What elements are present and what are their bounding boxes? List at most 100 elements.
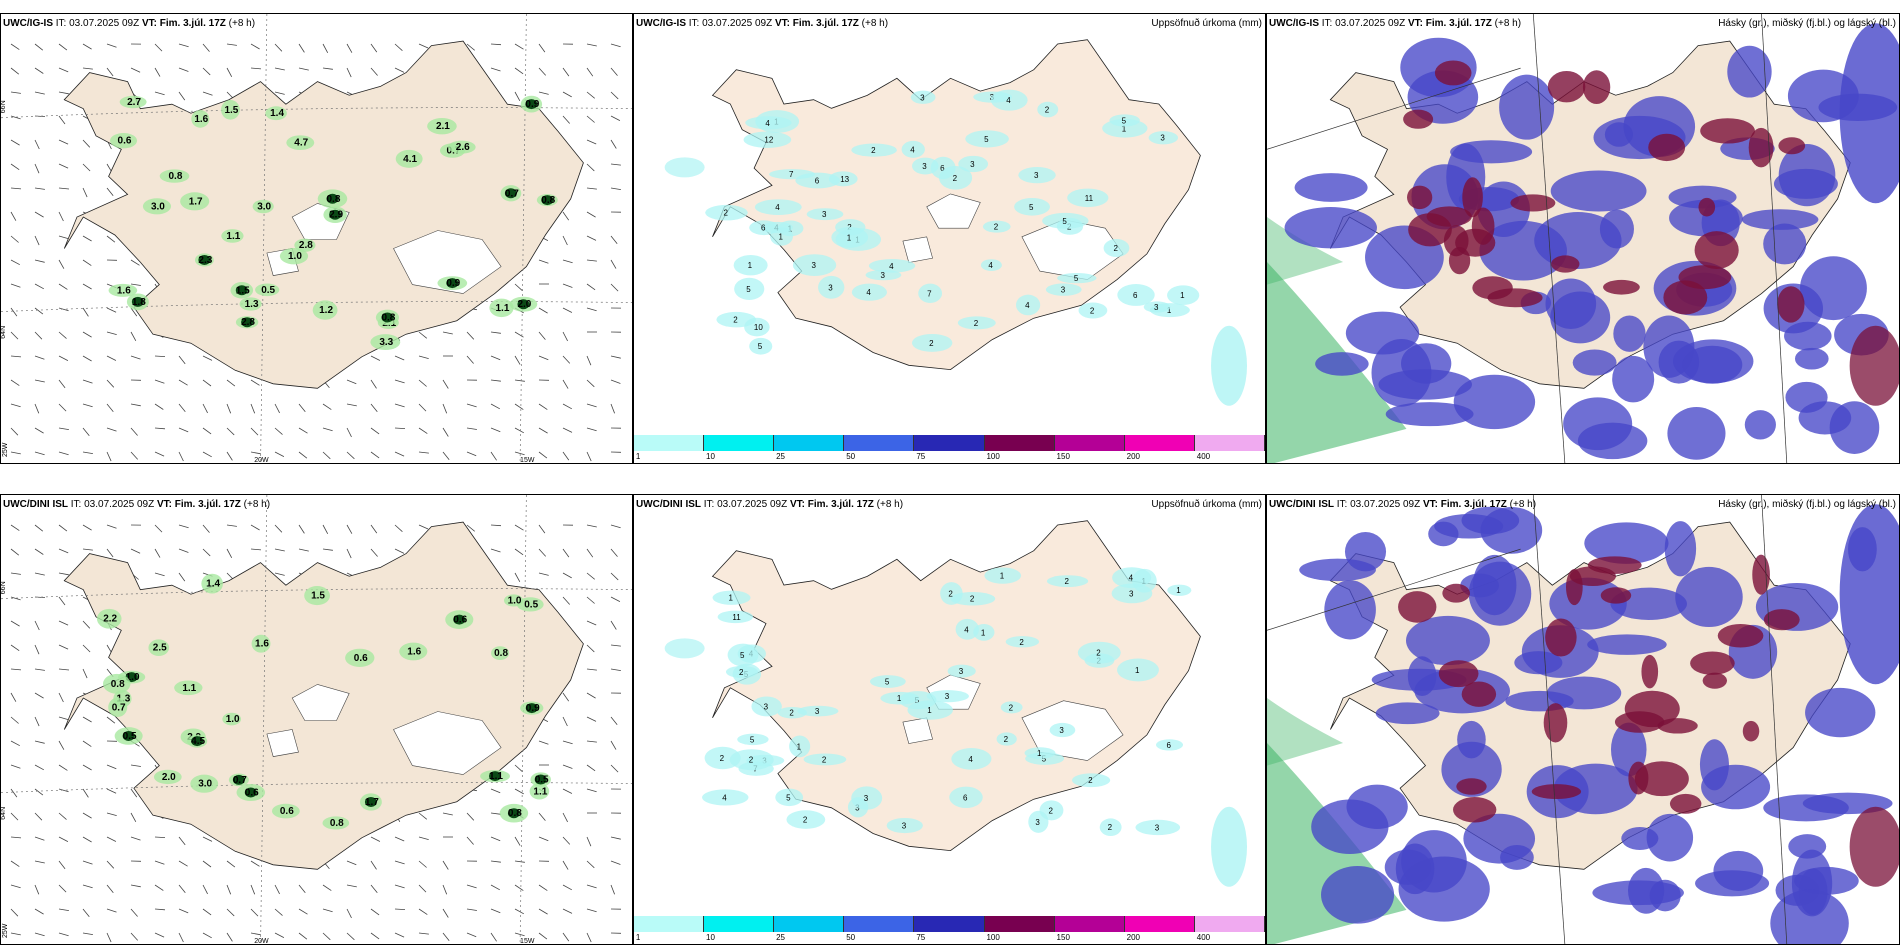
- wind-barb: [610, 235, 618, 245]
- low-cloud-area: [1621, 826, 1659, 850]
- lon20-label: 20W: [254, 938, 269, 945]
- mid-cloud-area: [1407, 185, 1433, 210]
- mid-cloud-area: [1702, 672, 1727, 689]
- mid-cloud-area: [1461, 681, 1497, 707]
- shower-area: [159, 169, 190, 183]
- wind-barb: [178, 91, 186, 101]
- precip-value-label: 7: [789, 170, 794, 179]
- precip-value-label: 1: [927, 706, 932, 715]
- wind-barb: [298, 403, 306, 413]
- low-cloud-area: [1453, 374, 1536, 430]
- wind-barb: [10, 187, 22, 190]
- precip-value-label: 2: [749, 756, 754, 765]
- precip-panel-bottom: UWC/DINI ISL IT: 03.07.2025 09Z VT: Fim.…: [633, 494, 1266, 945]
- wind-barb: [586, 43, 597, 47]
- wind-barb: [82, 524, 92, 531]
- wind-barb: [586, 451, 592, 462]
- wind-barb: [538, 67, 546, 76]
- wind-barb: [394, 860, 405, 865]
- wind-barb: [106, 67, 114, 77]
- precip-value-label: 5: [885, 678, 890, 687]
- wind-barb: [466, 836, 474, 845]
- mid-cloud-area: [1456, 778, 1487, 795]
- wind-barb: [322, 43, 329, 53]
- wind-barb: [10, 884, 21, 889]
- wind-barb: [346, 451, 355, 460]
- wind-barb: [538, 259, 549, 264]
- wind-barb: [586, 355, 592, 366]
- shower-area: [491, 646, 510, 660]
- shower-value-label: 1.6: [407, 647, 421, 658]
- mid-cloud-area: [1426, 206, 1472, 227]
- wind-barb: [130, 355, 141, 360]
- lon25-label: 25W: [2, 442, 9, 457]
- shower-area: [103, 673, 131, 694]
- shower-area: [96, 608, 122, 629]
- precip-area: [664, 638, 705, 659]
- wind-barb: [34, 884, 40, 895]
- wind-barb: [394, 427, 406, 429]
- shower-value-label: 4.5: [191, 736, 205, 747]
- precip-area: [996, 732, 1017, 746]
- mid-cloud-area: [1472, 276, 1513, 300]
- wind-barb: [106, 836, 117, 842]
- wind-barb: [370, 884, 378, 894]
- low-cloud-area: [1375, 702, 1440, 725]
- precip-area: [951, 748, 992, 770]
- wind-barb: [586, 668, 597, 671]
- wind-barb: [34, 211, 44, 218]
- low-cloud-area: [1798, 401, 1852, 435]
- wind-barb: [346, 908, 352, 919]
- shower-core: [489, 771, 502, 782]
- colorbar-swatch: [1124, 435, 1195, 451]
- low-cloud-area: [1480, 506, 1543, 554]
- wind-barb: [346, 403, 357, 407]
- precip-value-label: 1: [1167, 306, 1172, 315]
- precip-area: [958, 155, 989, 173]
- precip-value-label: 5: [1042, 755, 1047, 764]
- precip-area: [754, 199, 802, 216]
- low-cloud-area: [1284, 207, 1377, 249]
- wind-barb: [562, 860, 569, 870]
- precip-value-label: 4: [968, 755, 973, 764]
- wind-barb: [586, 235, 597, 241]
- precip-value-label: 2: [1113, 244, 1118, 253]
- precip-area: [1078, 302, 1108, 319]
- mid-cloud-area: [1648, 133, 1686, 162]
- precip-value-label: 2: [733, 316, 738, 325]
- colorbar-bar: [634, 435, 1265, 451]
- precip-value-label: 4: [889, 262, 894, 271]
- wind-barb: [370, 403, 378, 413]
- low-cloud-area: [1584, 522, 1669, 564]
- shower-value-label: 1.0: [126, 672, 140, 683]
- wind-barb: [562, 403, 572, 410]
- wind-barb: [538, 355, 549, 361]
- wind-barb: [106, 884, 114, 893]
- wind-barb: [130, 283, 141, 286]
- colorbar-swatch: [704, 916, 775, 932]
- precip-area: [737, 733, 769, 746]
- wind-barb: [58, 67, 69, 73]
- wind-barb: [514, 91, 521, 101]
- wind-barb: [58, 620, 69, 626]
- shower-value-label: 1.6: [117, 285, 131, 296]
- wind-barb: [250, 43, 260, 50]
- precip-area: [910, 90, 936, 104]
- low-cloud-area: [1499, 74, 1555, 140]
- low-cloud-area: [1839, 504, 1899, 685]
- panel-header: UWC/DINI ISL IT: 03.07.2025 09Z VT: Fim.…: [3, 499, 271, 510]
- wind-barb: [58, 259, 65, 269]
- panel-title: Hásky (gr.), miðský (fj.bl.) og lágský (…: [1718, 18, 1896, 29]
- wind-barb: [58, 163, 69, 169]
- wind-barb: [370, 67, 378, 76]
- colorbar-swatch: [774, 916, 845, 932]
- mid-cloud-area: [1663, 280, 1708, 315]
- shower-value-label: 2.0: [162, 772, 176, 783]
- wind-barb: [34, 283, 44, 290]
- precip-area: [886, 817, 923, 834]
- wind-barb: [466, 43, 475, 51]
- precip-value-label: 3: [815, 707, 820, 716]
- wind-shower-panel-bottom: UWC/DINI ISL IT: 03.07.2025 09Z VT: Fim.…: [0, 494, 633, 945]
- wind-barb: [514, 451, 525, 456]
